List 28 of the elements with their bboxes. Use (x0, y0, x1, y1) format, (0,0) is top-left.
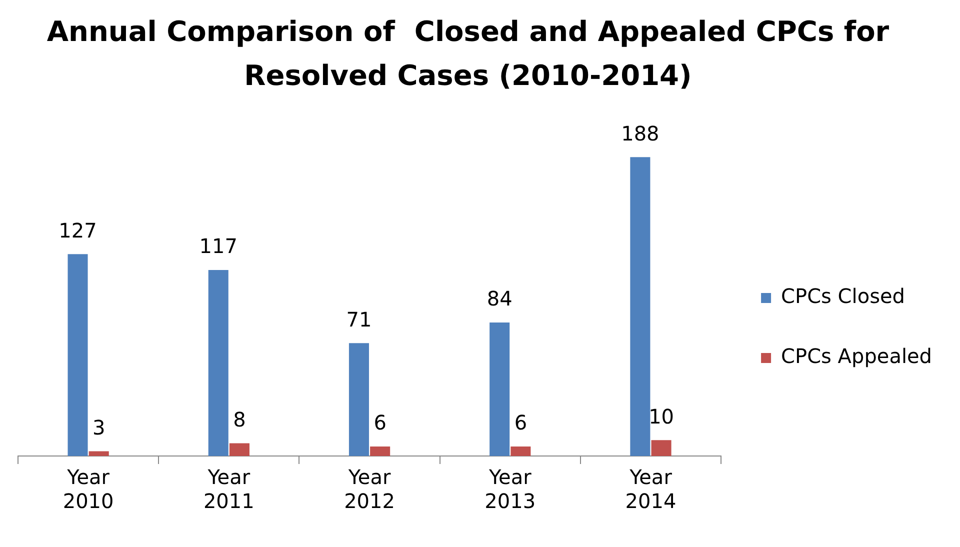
data-label: 3 (92, 415, 106, 440)
data-label: 8 (233, 407, 246, 432)
bar (370, 446, 390, 456)
data-label: 84 (486, 286, 512, 311)
data-label: 127 (58, 218, 97, 242)
legend-label: CPCs Appealed (781, 344, 932, 368)
bar (490, 322, 510, 456)
data-label: 10 (648, 404, 674, 428)
chart-title: Annual Comparison of Closed and Appealed CPCs for Resolved Cases (2010-2014) (46, 14, 890, 94)
bar (68, 254, 88, 456)
x-tick-label: Year 2012 (344, 465, 395, 514)
x-tick-label: Year 2013 (484, 465, 536, 514)
data-label: 188 (621, 121, 660, 146)
data-label: 6 (514, 410, 528, 435)
data-label: 6 (374, 410, 386, 435)
bar (348, 343, 369, 456)
bar (229, 443, 250, 456)
data-label: 71 (346, 307, 372, 332)
bar (630, 157, 650, 456)
bar (651, 440, 672, 456)
x-tick-label: Year 2011 (203, 465, 254, 514)
x-tick-label: Year 2010 (62, 465, 114, 514)
bar (208, 270, 228, 456)
bar (510, 446, 531, 456)
x-tick-label: Year 2014 (625, 465, 676, 514)
data-label: 117 (199, 234, 238, 258)
legend-label: CPCs Closed (781, 284, 905, 308)
bar (88, 451, 109, 456)
